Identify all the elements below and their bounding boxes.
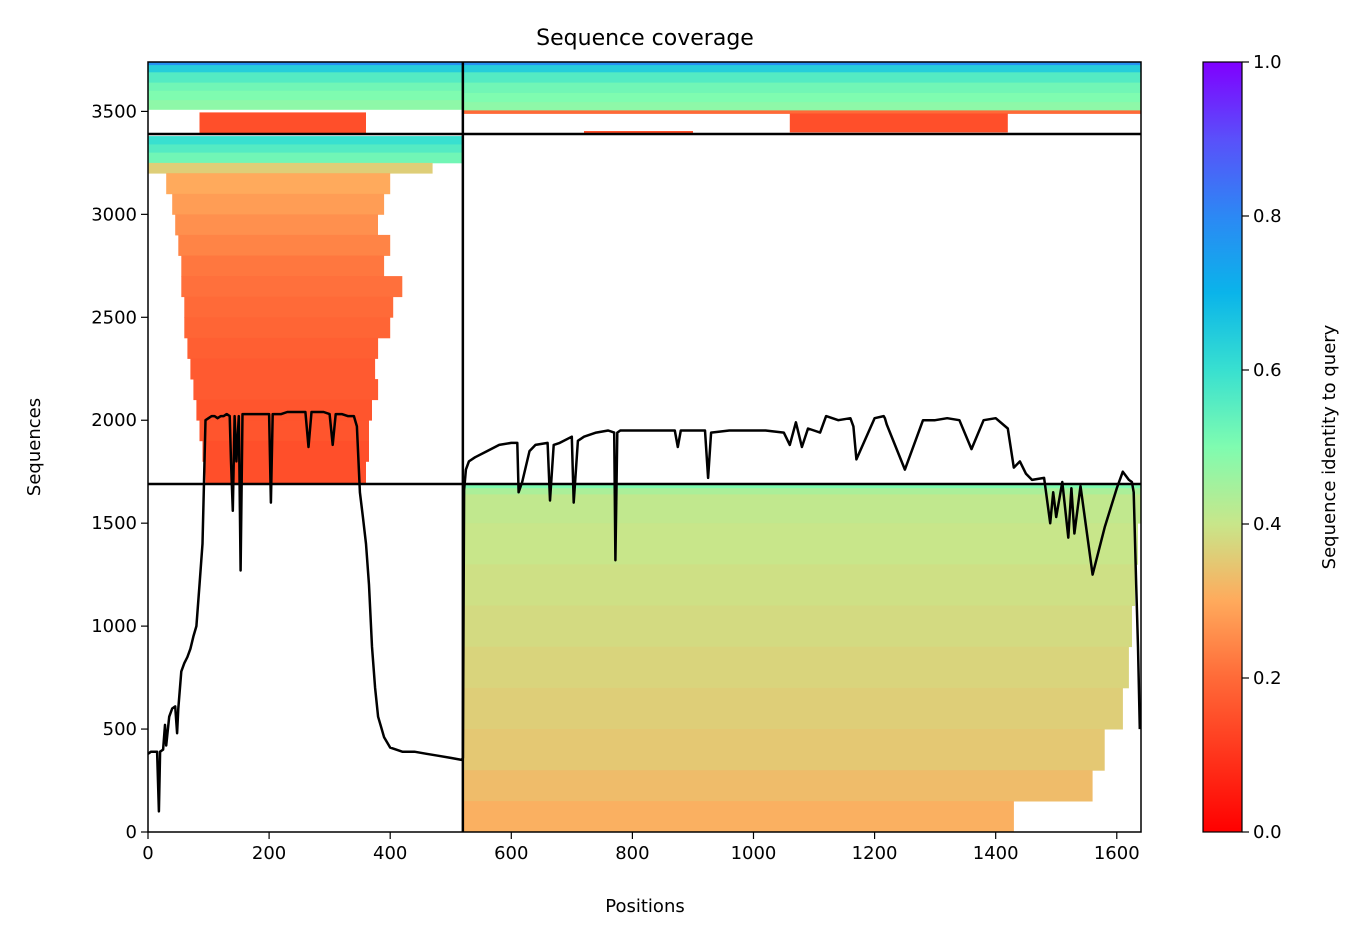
block-c-row-15	[196, 399, 372, 421]
y-tick-label-0: 0	[126, 822, 137, 843]
plot-frame	[147, 61, 1142, 833]
y-tick-label-2500: 2500	[91, 307, 137, 328]
block-c-row-3	[148, 162, 433, 174]
block-a-row-4	[148, 90, 463, 101]
colorbar-tick-label-0: 0.0	[1253, 822, 1282, 843]
block-d-row-6	[462, 646, 1129, 689]
chart-title: Sequence coverage	[536, 26, 754, 51]
y-tick-label-2000: 2000	[91, 410, 137, 431]
block-c-row-2	[148, 152, 463, 164]
coverage-line	[148, 410, 1141, 813]
x-tick-label-1200: 1200	[852, 843, 898, 864]
y-axis-ticks: 0 500 1000 1500 2000 2500 3000 3500	[91, 101, 148, 843]
y-tick-label-500: 500	[103, 719, 137, 740]
colorbar-label: Sequence identity to query	[1319, 324, 1340, 569]
x-axis-ticks: 0 200 400 600 800 1000 1200 1400 1600	[142, 832, 1140, 864]
block-c-row-10	[184, 296, 394, 318]
block-b-row-1	[462, 65, 1141, 73]
block-a-row-6	[199, 112, 366, 134]
block-c-row-0	[148, 136, 463, 145]
block-d-row-2	[462, 494, 1141, 524]
x-tick-label-1600: 1600	[1094, 843, 1140, 864]
colorbar-tick-label-1: 0.2	[1253, 668, 1282, 689]
alignment-blocks	[148, 62, 1141, 832]
block-d-row-9	[462, 770, 1093, 802]
block-d-row-4	[462, 564, 1135, 606]
block-c-row-16	[199, 420, 369, 442]
block-c-row-12	[187, 337, 379, 359]
block-c-row-8	[181, 255, 385, 277]
block-d-row-8	[462, 729, 1105, 771]
coverage-layer	[148, 410, 1141, 813]
block-b-row-2	[462, 72, 1141, 83]
block-a-row-2	[148, 72, 463, 83]
block-d-row-3	[462, 523, 1138, 565]
block-b-row-3	[462, 82, 1141, 94]
block-c-row-6	[175, 214, 378, 236]
x-tick-label-0: 0	[142, 843, 153, 864]
block-b-row-5	[462, 102, 1141, 111]
colorbar	[1202, 61, 1243, 833]
block-c-row-9	[181, 276, 403, 298]
block-c-row-18	[205, 461, 366, 485]
block-a-row-0	[148, 62, 463, 66]
colorbar-tick-label-2: 0.4	[1253, 514, 1282, 535]
block-d-row-7	[462, 687, 1123, 730]
x-axis-label: Positions	[605, 896, 684, 917]
block-c-row-5	[172, 193, 385, 215]
x-tick-label-1400: 1400	[973, 843, 1019, 864]
block-c-row-14	[193, 379, 379, 401]
x-tick-label-1000: 1000	[731, 843, 777, 864]
colorbar-ticks: 0.0 0.2 0.4 0.6 0.8 1.0	[1242, 52, 1282, 843]
block-a-row-3	[148, 82, 463, 92]
block-d-row-10	[462, 801, 1014, 832]
block-b-row-7	[789, 113, 1008, 133]
block-c-row-11	[184, 317, 391, 339]
block-b-row-8	[584, 131, 693, 134]
block-c-row-4	[166, 173, 391, 195]
block-d-row-5	[462, 605, 1132, 648]
x-tick-label-400: 400	[373, 843, 407, 864]
colorbar-tick-label-4: 0.8	[1253, 206, 1282, 227]
block-a-row-5	[148, 100, 463, 110]
y-axis-label: Sequences	[24, 398, 45, 496]
block-c-row-7	[178, 234, 391, 256]
x-tick-label-200: 200	[252, 843, 286, 864]
block-c-row-17	[202, 440, 369, 462]
y-tick-label-3000: 3000	[91, 204, 137, 225]
block-b-row-4	[462, 92, 1141, 103]
colorbar-tick-label-5: 1.0	[1253, 52, 1282, 73]
block-a-row-1	[148, 65, 463, 73]
y-tick-label-1500: 1500	[91, 513, 137, 534]
colorbar-tick-label-3: 0.6	[1253, 360, 1282, 381]
y-tick-label-1000: 1000	[91, 616, 137, 637]
block-b-row-6	[462, 110, 1141, 114]
block-b-row-0	[462, 62, 1141, 66]
x-tick-label-800: 800	[615, 843, 649, 864]
x-tick-label-600: 600	[494, 843, 528, 864]
y-tick-label-3500: 3500	[91, 101, 137, 122]
block-d-row-0	[462, 484, 1141, 489]
block-d-row-1	[462, 488, 1141, 495]
block-c-row-1	[148, 144, 463, 153]
block-c-row-13	[190, 358, 376, 380]
